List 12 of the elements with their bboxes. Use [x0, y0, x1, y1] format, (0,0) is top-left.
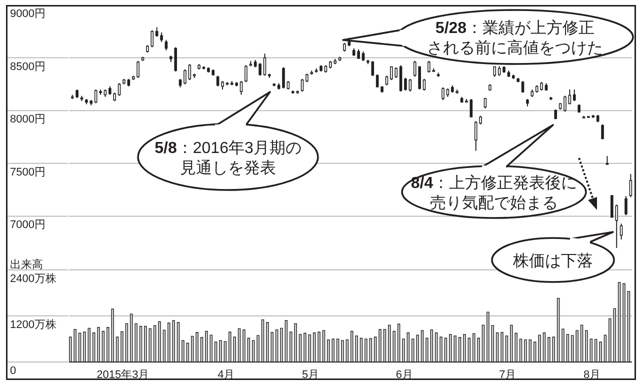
y-tick-label: 8000円	[10, 114, 46, 126]
y2-tick-label: 2400万株	[10, 272, 56, 285]
annotation: 5/8：2016年3月期の見通しを発表	[154, 139, 302, 177]
text: 出来高	[10, 258, 43, 271]
y2-tick-label: 1200万株	[10, 318, 56, 331]
annotation: 株価は下落	[512, 252, 593, 270]
y2-tick-label: 0	[10, 365, 16, 377]
annotation: 5/28：業績が上方修正される前に高値をつけた	[427, 19, 603, 57]
y-tick-label: 7000円	[10, 219, 46, 232]
y-tick-label: 8500円	[10, 60, 46, 73]
y-tick-label: 9000円	[10, 8, 46, 20]
y-tick-label: 7500円	[10, 166, 46, 178]
